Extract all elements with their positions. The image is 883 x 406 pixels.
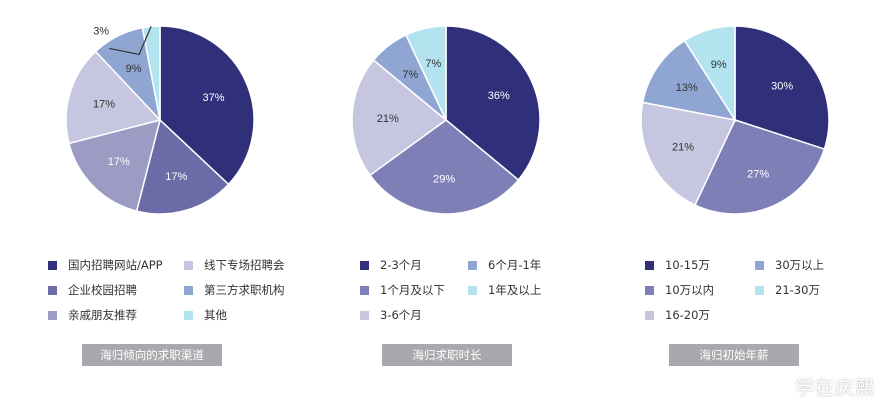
legend-label: 10-15万 bbox=[665, 258, 710, 272]
legend-swatch bbox=[48, 260, 57, 270]
watermark: 学在庆熙 bbox=[765, 373, 875, 400]
caption-channels: 海归倾向的求职渠道 bbox=[82, 344, 222, 366]
pie-slice bbox=[404, 25, 447, 121]
legend-item: 国内招聘网站/APP bbox=[48, 257, 163, 273]
legend-label: 6个月-1年 bbox=[488, 258, 542, 272]
legend-swatch bbox=[360, 310, 369, 320]
pie-slice-label: 21% bbox=[377, 113, 399, 125]
pie-slice-label: 3% bbox=[93, 25, 109, 37]
legend-swatch bbox=[184, 310, 193, 320]
legend-swatch bbox=[645, 310, 654, 320]
legend-label: 第三方求职机构 bbox=[204, 283, 285, 297]
pie-slice bbox=[683, 25, 736, 123]
legend-swatch bbox=[645, 285, 654, 295]
pie-slice bbox=[445, 25, 541, 181]
legend-swatch bbox=[184, 260, 193, 270]
legend-item: 10-15万 bbox=[645, 257, 710, 273]
legend-swatch bbox=[184, 285, 193, 295]
legend-swatch bbox=[360, 285, 369, 295]
pie-slice-label: 27% bbox=[747, 168, 769, 180]
pie-slice-label: 17% bbox=[93, 99, 115, 111]
legend-item: 线下专场招聘会 bbox=[184, 257, 285, 273]
legend-label: 3-6个月 bbox=[380, 308, 422, 322]
legend-item: 亲戚朋友推荐 bbox=[48, 307, 137, 323]
legend-swatch bbox=[48, 285, 57, 295]
legend-item: 其他 bbox=[184, 307, 227, 323]
legend-item: 16-20万 bbox=[645, 307, 710, 323]
legend-item: 3-6个月 bbox=[360, 307, 422, 323]
legend-label: 16-20万 bbox=[665, 308, 710, 322]
legend-swatch bbox=[468, 285, 477, 295]
legend-label: 亲戚朋友推荐 bbox=[68, 308, 137, 322]
legend-swatch bbox=[48, 310, 57, 320]
pie-slice-label: 30% bbox=[771, 81, 793, 93]
pie-slice-label: 17% bbox=[108, 156, 130, 168]
legend-item: 1个月及以下 bbox=[360, 282, 445, 298]
legend-swatch bbox=[755, 260, 764, 270]
pie-slice bbox=[734, 25, 830, 150]
pie-slice bbox=[640, 101, 737, 207]
legend-item: 第三方求职机构 bbox=[184, 282, 285, 298]
legend-item: 21-30万 bbox=[755, 282, 820, 298]
legend-item: 1年及以上 bbox=[468, 282, 541, 298]
pie-slice bbox=[159, 25, 255, 186]
legend-swatch bbox=[645, 260, 654, 270]
pie-slice bbox=[368, 119, 520, 215]
pie-slice-label: 7% bbox=[425, 58, 441, 70]
legend-swatch bbox=[755, 285, 764, 295]
legend-item: 企业校园招聘 bbox=[48, 282, 137, 298]
pie-slice bbox=[68, 118, 162, 212]
pie-slice-label: 13% bbox=[676, 82, 698, 94]
legend-swatch bbox=[468, 260, 477, 270]
legend-label: 10万以内 bbox=[665, 283, 715, 297]
pie-slice bbox=[65, 50, 162, 145]
wechat-icon bbox=[765, 377, 789, 397]
legend-label: 30万以上 bbox=[775, 258, 825, 272]
legend-label: 2-3个月 bbox=[380, 258, 422, 272]
legend-label: 21-30万 bbox=[775, 283, 820, 297]
watermark-text: 学在庆熙 bbox=[794, 377, 875, 399]
pie-chart-channels: 37% 17% 17% 17% 9% 3% bbox=[65, 25, 255, 215]
legend-item: 10万以内 bbox=[645, 282, 714, 298]
pie-slice bbox=[693, 119, 826, 215]
legend-item: 6个月-1年 bbox=[468, 257, 541, 273]
leader-line bbox=[109, 26, 152, 56]
legend-label: 其他 bbox=[204, 308, 227, 322]
pie-slice-label: 36% bbox=[488, 90, 510, 102]
pie-slice-label: 9% bbox=[711, 59, 727, 71]
pie-slice bbox=[351, 59, 448, 177]
pie-slice-label: 21% bbox=[672, 141, 694, 153]
legend-label: 1个月及以下 bbox=[380, 283, 445, 297]
caption-salary: 海归初始年薪 bbox=[669, 344, 799, 366]
legend-label: 1年及以上 bbox=[488, 283, 542, 297]
legend-item: 2-3个月 bbox=[360, 257, 422, 273]
pie-slice-label: 7% bbox=[402, 69, 418, 81]
legend-label: 国内招聘网站/APP bbox=[68, 258, 163, 272]
legend-label: 企业校园招聘 bbox=[68, 283, 137, 297]
caption-duration: 海归求职时长 bbox=[382, 344, 512, 366]
pie-chart-duration: 36% 29% 21% 7% 7% bbox=[351, 25, 541, 215]
legend-swatch bbox=[360, 260, 369, 270]
legend-label: 线下专场招聘会 bbox=[204, 258, 285, 272]
pie-slice bbox=[135, 118, 230, 215]
pie-chart-salary: 30% 27% 21% 13% 9% bbox=[640, 25, 830, 215]
pie-slice-label: 37% bbox=[202, 92, 224, 104]
legend-item: 30万以上 bbox=[755, 257, 824, 273]
pie-slice-label: 29% bbox=[433, 173, 455, 185]
pie-slice-label: 17% bbox=[165, 171, 187, 183]
pie-slice-label: 9% bbox=[126, 63, 142, 75]
pie-slice bbox=[641, 39, 737, 122]
